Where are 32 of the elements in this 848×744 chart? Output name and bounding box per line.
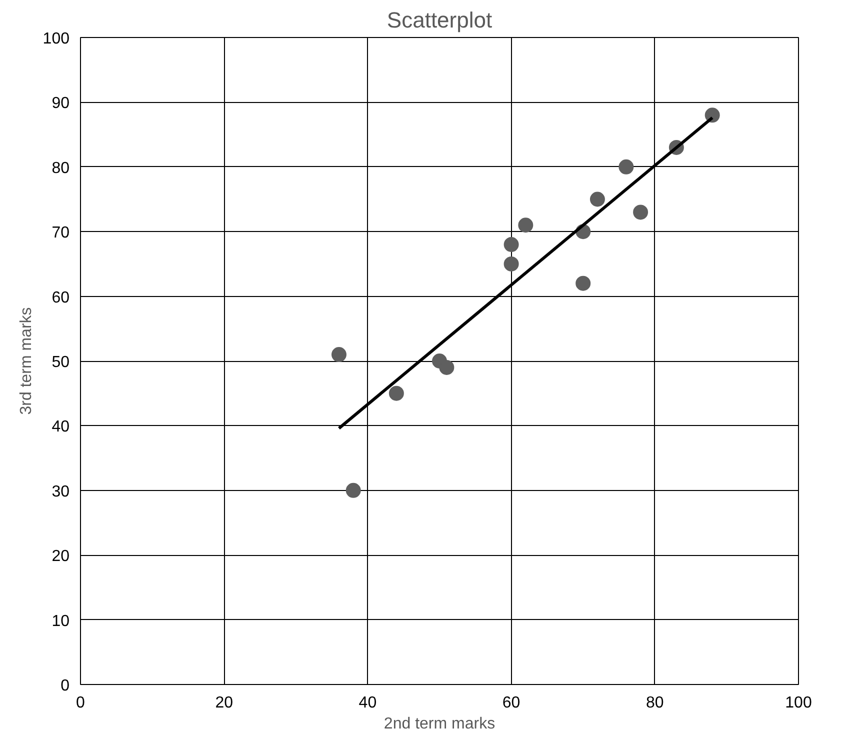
point xyxy=(704,108,720,123)
x-tick-label: 0 xyxy=(76,694,86,712)
point xyxy=(504,237,519,252)
y-tick-label: 60 xyxy=(52,289,70,306)
point xyxy=(439,360,454,375)
y-tick-label: 90 xyxy=(52,95,70,112)
point xyxy=(633,204,648,220)
x-axis-title: 2nd term marks xyxy=(384,716,496,732)
x-tick-label: 40 xyxy=(358,694,377,712)
y-tick-label: 40 xyxy=(52,418,70,436)
y-tick-label: 80 xyxy=(52,160,70,177)
y-tick-label: 70 xyxy=(52,224,70,242)
y-tick-label: 50 xyxy=(52,354,70,371)
y-axis-title: 3rd term marks xyxy=(18,307,35,415)
y-tick-label: 100 xyxy=(42,30,70,48)
x-tick-label: 100 xyxy=(785,694,812,712)
point xyxy=(346,482,361,498)
x-tick-label: 60 xyxy=(502,694,520,712)
point xyxy=(331,347,346,362)
x-tick-label: 20 xyxy=(215,694,234,712)
point xyxy=(388,386,404,401)
x-tick-label: 80 xyxy=(646,694,664,712)
point xyxy=(576,276,591,291)
point xyxy=(504,256,519,272)
point xyxy=(618,159,634,174)
y-tick-label: 0 xyxy=(60,678,70,694)
point xyxy=(518,218,534,233)
chart-title: Scatterplot xyxy=(386,8,492,32)
y-tick-label: 30 xyxy=(52,483,70,500)
y-tick-label: 10 xyxy=(52,612,70,630)
point xyxy=(590,192,605,207)
y-tick-label: 20 xyxy=(52,548,70,566)
